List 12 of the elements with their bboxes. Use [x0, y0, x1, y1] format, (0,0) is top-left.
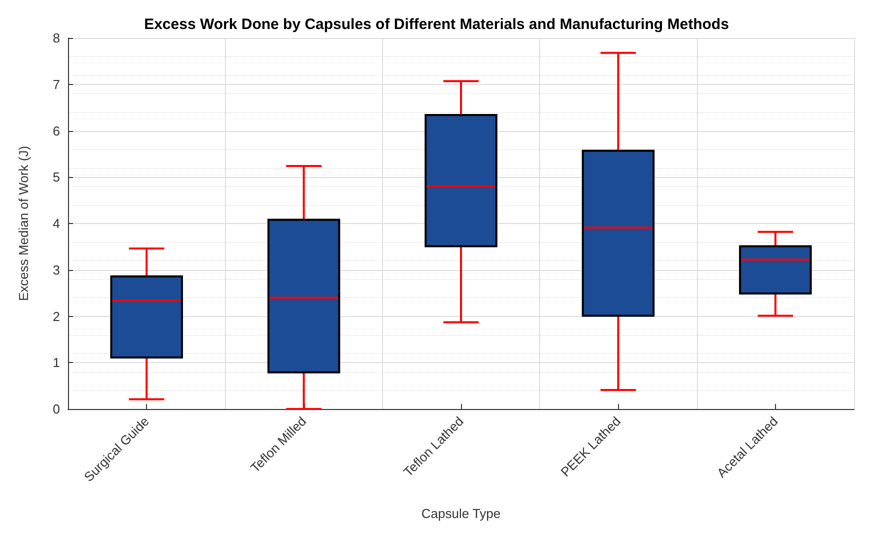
y-tick-label: 5 [52, 170, 60, 185]
y-axis-title: Excess Median of Work (J) [16, 146, 31, 302]
y-tick-label: 0 [52, 402, 60, 416]
chart-title: Excess Work Done by Capsules of Different Materials and Manufacturing Methods [144, 16, 729, 33]
y-tick-label: 8 [52, 30, 60, 46]
y-tick-label: 6 [52, 123, 60, 138]
y-tick-label: 3 [52, 262, 60, 278]
y-tick-label: 4 [52, 216, 60, 231]
x-axis-title: Capsule Type [421, 506, 501, 521]
y-tick-label: 1 [52, 355, 60, 370]
y-tick-label: 7 [52, 76, 60, 92]
y-tick-label: 2 [52, 308, 60, 324]
